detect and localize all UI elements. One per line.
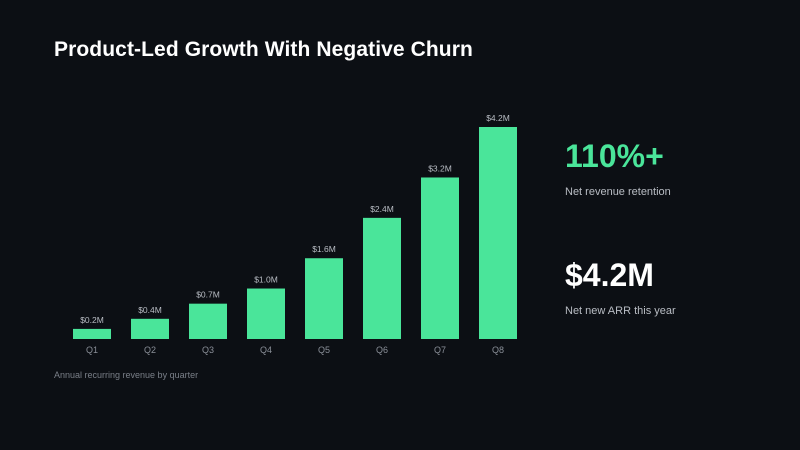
stat-value: 110%+ bbox=[565, 138, 664, 174]
data-label: $1.6M bbox=[312, 244, 336, 254]
x-tick-label: Q2 bbox=[144, 345, 156, 355]
data-label: $0.2M bbox=[80, 315, 104, 325]
bar-q3 bbox=[189, 303, 227, 339]
bar-q5 bbox=[305, 258, 343, 339]
data-label: $3.2M bbox=[428, 163, 452, 173]
stat-net-new-arr: $4.2M Net new ARR this year bbox=[565, 259, 676, 317]
stat-label: Net new ARR this year bbox=[565, 305, 676, 317]
data-label: $4.2M bbox=[486, 113, 510, 123]
chart-caption: Annual recurring revenue by quarter bbox=[54, 370, 199, 380]
stat-value: $4.2M bbox=[565, 257, 654, 293]
bar-q1 bbox=[73, 328, 111, 339]
x-tick-label: Q6 bbox=[376, 345, 388, 355]
data-label: $0.4M bbox=[138, 305, 162, 315]
data-label: $2.4M bbox=[370, 204, 394, 214]
stat-net-revenue-retention: 110%+ Net revenue retention bbox=[565, 140, 671, 198]
arr-bar-chart: $0.2M Q1 $0.4M Q2 $0.7M Q3 $1.0M Q4 $1.6M Q5 $2.4M… bbox=[73, 113, 517, 355]
x-tick-label: Q3 bbox=[202, 345, 214, 355]
data-label: $0.7M bbox=[196, 290, 220, 300]
x-tick-label: Q5 bbox=[318, 345, 330, 355]
bar-q7 bbox=[421, 177, 459, 339]
x-tick-label: Q7 bbox=[434, 345, 446, 355]
stat-label: Net revenue retention bbox=[565, 186, 671, 198]
x-tick-label: Q4 bbox=[260, 345, 272, 355]
bar-q8 bbox=[479, 127, 517, 339]
bar-q6 bbox=[363, 217, 401, 339]
bar-q2 bbox=[131, 318, 169, 339]
data-label: $1.0M bbox=[254, 275, 278, 285]
slide-title: Product-Led Growth With Negative Churn bbox=[54, 38, 473, 61]
x-tick-label: Q8 bbox=[492, 345, 504, 355]
x-tick-label: Q1 bbox=[86, 345, 98, 355]
bar-q4 bbox=[247, 288, 285, 339]
